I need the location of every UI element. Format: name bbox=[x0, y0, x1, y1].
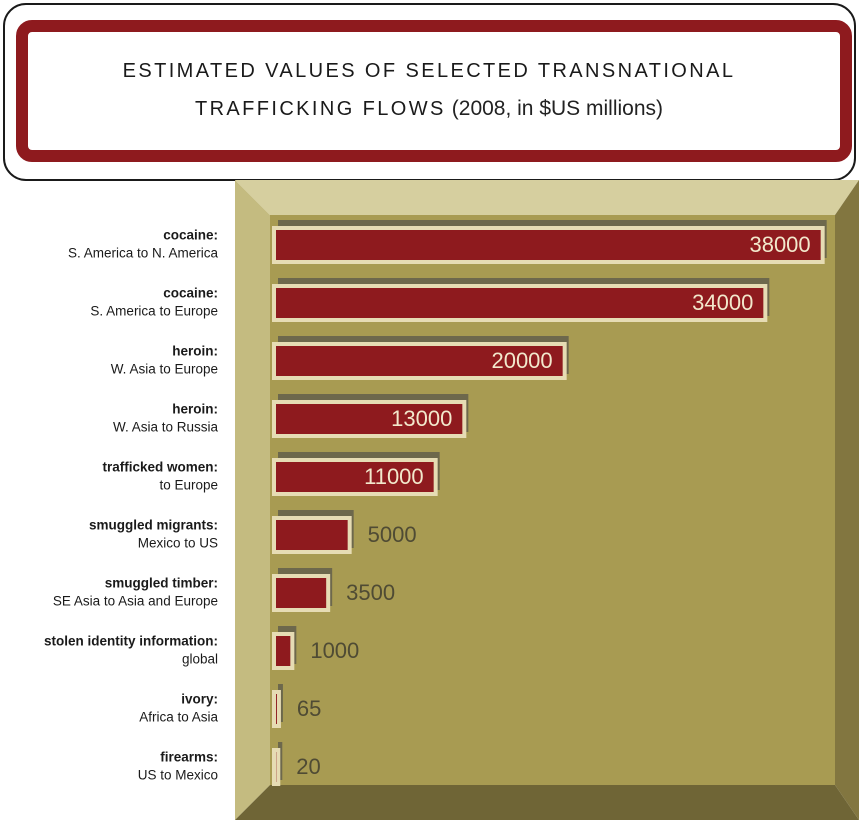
value-label: 65 bbox=[297, 696, 321, 721]
category-label: cocaine: bbox=[163, 286, 218, 301]
category-label: ivory: bbox=[181, 692, 218, 707]
category-label: trafficked women: bbox=[102, 460, 218, 475]
category-detail: SE Asia to Asia and Europe bbox=[53, 594, 218, 609]
category-detail: W. Asia to Europe bbox=[111, 362, 218, 377]
bar bbox=[276, 636, 291, 666]
bar bbox=[276, 578, 327, 608]
category-detail: Africa to Asia bbox=[139, 710, 218, 725]
bar bbox=[276, 288, 764, 318]
value-label: 3500 bbox=[346, 580, 395, 605]
category-label: heroin: bbox=[172, 344, 218, 359]
category-detail: global bbox=[182, 652, 218, 667]
bevel-left bbox=[235, 180, 270, 820]
bar bbox=[276, 694, 277, 724]
bevel-top bbox=[235, 180, 859, 215]
category-detail: to Europe bbox=[159, 478, 218, 493]
bar bbox=[276, 230, 821, 260]
title-border bbox=[16, 20, 852, 162]
category-detail: Mexico to US bbox=[138, 536, 218, 551]
category-label: heroin: bbox=[172, 402, 218, 417]
category-label: stolen identity information: bbox=[44, 634, 218, 649]
bevel-right bbox=[835, 180, 859, 820]
value-label: 34000 bbox=[692, 290, 753, 315]
category-detail: S. America to N. America bbox=[68, 246, 219, 261]
bar bbox=[276, 462, 434, 492]
bar bbox=[276, 346, 563, 376]
category-detail: S. America to Europe bbox=[90, 304, 218, 319]
category-label: firearms: bbox=[160, 750, 218, 765]
bar bbox=[276, 520, 348, 550]
bar bbox=[276, 404, 463, 434]
title-text: ESTIMATED VALUES OF SELECTED TRANSNATION… bbox=[122, 60, 736, 120]
category-detail: US to Mexico bbox=[138, 768, 218, 783]
value-label: 11000 bbox=[364, 464, 424, 489]
value-label: 13000 bbox=[391, 406, 452, 431]
value-label: 5000 bbox=[368, 522, 417, 547]
value-label: 20000 bbox=[491, 348, 552, 373]
category-label: smuggled migrants: bbox=[89, 518, 218, 533]
chart-subtitle: (2008, in $US millions) bbox=[451, 97, 664, 120]
value-label: 38000 bbox=[749, 232, 810, 257]
chart-title: ESTIMATED VALUES OF SELECTED TRANSNATION… bbox=[99, 52, 759, 128]
category-label: cocaine: bbox=[163, 228, 218, 243]
category-detail: W. Asia to Russia bbox=[113, 420, 219, 435]
value-label: 20 bbox=[296, 754, 320, 779]
value-label: 1000 bbox=[310, 638, 359, 663]
category-label: smuggled timber: bbox=[105, 576, 218, 591]
bevel-bottom bbox=[235, 785, 859, 820]
